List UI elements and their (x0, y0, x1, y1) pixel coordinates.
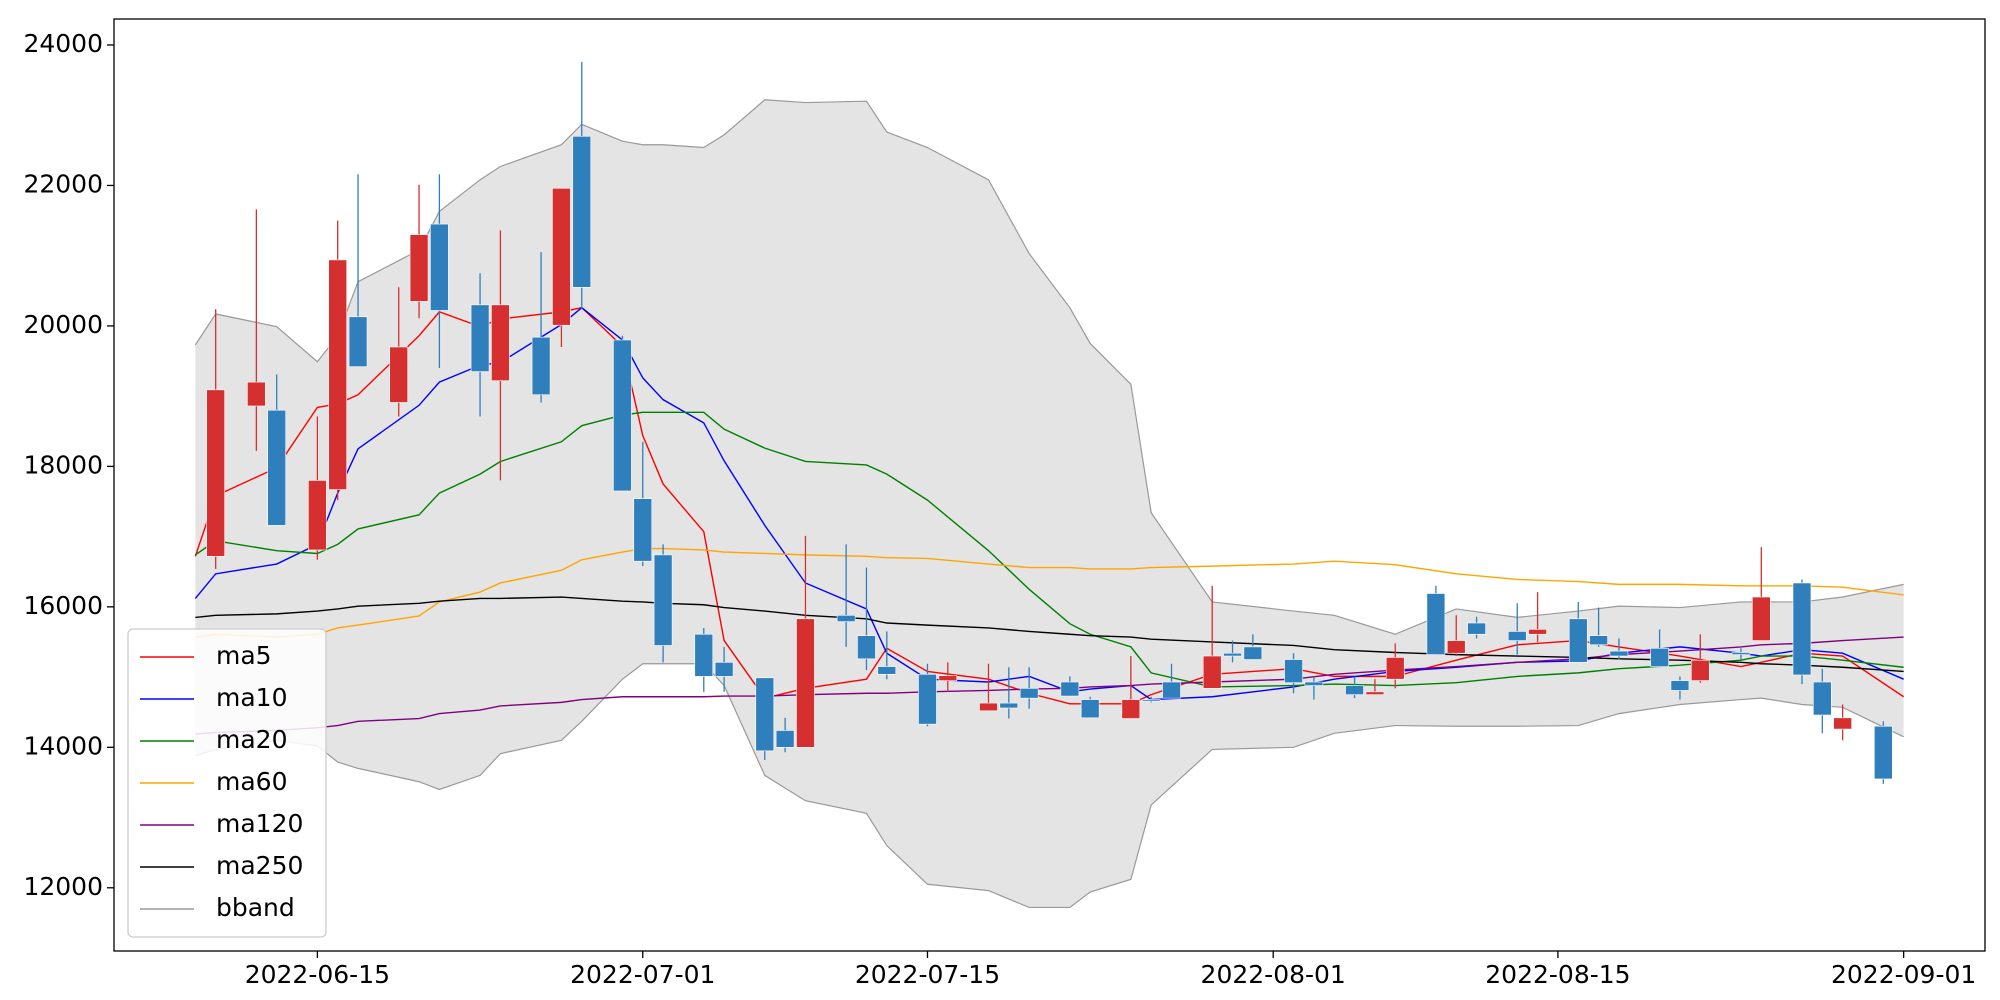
candle-body (409, 234, 429, 302)
candle-body (1365, 691, 1385, 695)
x-tick-label: 2022-08-01 (1201, 960, 1346, 989)
legend: ma5 ma10 ma20 ma60 ma120 ma250 bband (127, 628, 327, 938)
candle-body (918, 673, 937, 725)
candle-body (1304, 681, 1324, 686)
candle-body (572, 135, 592, 288)
candle-body (1446, 640, 1466, 654)
candle-body (1385, 657, 1405, 680)
candle-body (979, 702, 998, 712)
candle-body (1243, 646, 1263, 660)
candle-body (633, 498, 653, 562)
candle-body (775, 730, 795, 748)
candle-body (694, 633, 714, 677)
candle-body (1650, 647, 1669, 667)
candle-body (1345, 685, 1364, 695)
candle-body (1731, 652, 1751, 655)
candle-body (1813, 681, 1832, 716)
candle-body (1528, 629, 1547, 635)
candle-body (1690, 659, 1710, 681)
y-tick-label: 22000 (23, 169, 103, 198)
candle-body (999, 702, 1019, 709)
candle-body (1792, 582, 1812, 676)
legend-label: ma60 (216, 767, 287, 796)
candle-body (1019, 688, 1039, 699)
legend-label: ma250 (216, 851, 303, 880)
bband-edge (195, 663, 1904, 909)
candle-body (267, 409, 286, 526)
x-tick-label: 2022-06-15 (245, 960, 390, 989)
candle-body (1284, 659, 1303, 684)
candle-body (613, 339, 632, 492)
legend-label: ma20 (216, 725, 287, 754)
candle-body (1223, 652, 1242, 657)
candle-body (470, 304, 490, 372)
legend-label: ma10 (216, 683, 287, 712)
ma-line (195, 547, 1904, 638)
candle-body (755, 677, 775, 752)
candle-body (1589, 635, 1608, 646)
candle-body (1670, 680, 1690, 691)
candle-body (430, 223, 449, 311)
candle-body (1141, 699, 1161, 702)
x-tick-label: 2022-07-01 (570, 960, 715, 989)
x-tick-label: 2022-09-01 (1831, 960, 1976, 989)
candle-body (714, 662, 734, 677)
candle-body (1467, 622, 1486, 635)
candle-body (1060, 681, 1080, 697)
legend-label: ma120 (216, 809, 303, 838)
y-tick-label: 16000 (23, 591, 103, 620)
y-tick-label: 12000 (23, 872, 103, 901)
candle-body (1833, 717, 1852, 730)
bband-fill (195, 99, 1904, 908)
legend-label: ma5 (216, 641, 272, 670)
ma-line (194, 411, 1904, 688)
candle-body (1874, 725, 1893, 780)
y-tick-label: 20000 (23, 310, 103, 339)
candle-body (552, 187, 571, 326)
x-tick-label: 2022-07-15 (855, 960, 1000, 989)
candle-body (836, 614, 856, 622)
candle-body (1426, 593, 1446, 655)
candle-body (1202, 655, 1222, 689)
candle-body (1121, 699, 1141, 719)
legend-box (127, 628, 327, 938)
candle-body (1162, 681, 1181, 699)
plot-area (194, 61, 1905, 909)
plot-frame (113, 18, 1986, 952)
candle-body (328, 259, 348, 490)
candle-body (491, 304, 510, 382)
candle-body (796, 618, 815, 748)
candle-body (531, 336, 551, 396)
candle-body (653, 554, 673, 646)
y-tick-label: 14000 (23, 731, 103, 760)
candle-body (857, 635, 876, 660)
candle-body (308, 480, 327, 551)
candle-body (1507, 631, 1527, 641)
x-tick-label: 2022-08-15 (1485, 960, 1630, 989)
candle-body (247, 381, 266, 407)
y-tick-label: 18000 (23, 450, 103, 479)
candle-body (1568, 618, 1588, 663)
candle-body (877, 666, 897, 675)
candle-body (389, 346, 409, 403)
y-tick-label: 24000 (23, 29, 103, 58)
candle-body (1751, 596, 1771, 641)
candle-body (206, 389, 225, 557)
candle-body (1609, 650, 1629, 657)
candle-body (1080, 699, 1100, 719)
legend-label: bband (216, 893, 295, 922)
bband-edge (194, 99, 1904, 635)
candle-body (938, 675, 958, 681)
candle-body (348, 316, 368, 367)
